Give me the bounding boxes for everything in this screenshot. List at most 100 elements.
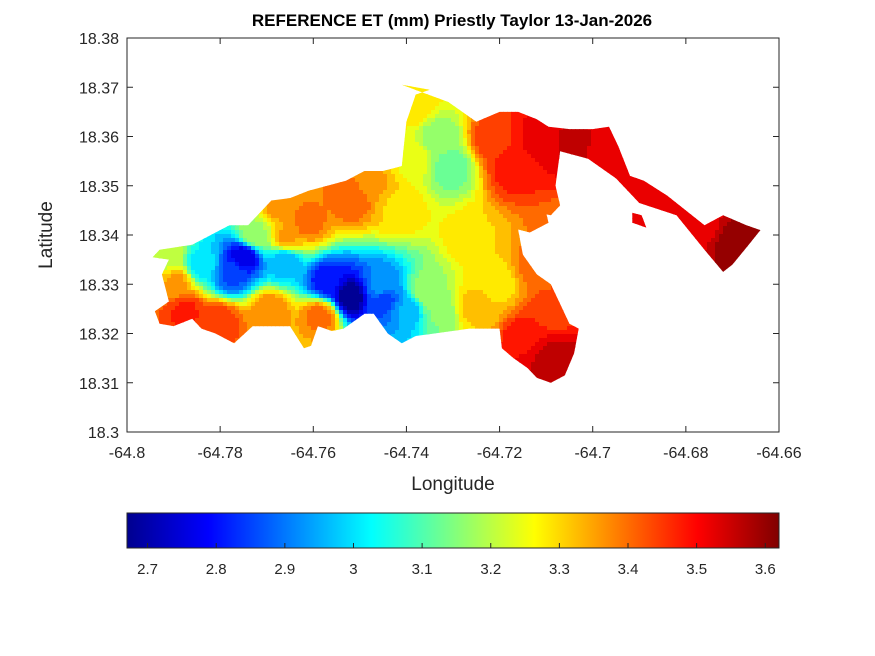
- et-cell: [519, 134, 524, 139]
- et-cell: [435, 138, 440, 143]
- et-cell: [515, 122, 520, 127]
- et-cell: [551, 146, 556, 151]
- et-cell: [407, 118, 412, 123]
- et-cell: [579, 142, 584, 147]
- et-cell: [411, 146, 416, 151]
- et-cell: [559, 130, 564, 135]
- et-cell: [427, 118, 432, 123]
- et-cell: [587, 146, 592, 151]
- et-cell: [455, 134, 460, 139]
- et-cell: [479, 154, 484, 159]
- et-cell: [523, 134, 528, 139]
- et-cell: [411, 130, 416, 135]
- et-cell: [435, 110, 440, 115]
- et-cell: [583, 138, 588, 143]
- et-cell: [475, 126, 480, 131]
- et-cell: [563, 138, 568, 143]
- et-cell: [455, 126, 460, 131]
- et-cell: [491, 134, 496, 139]
- et-cell: [431, 110, 436, 115]
- et-cell: [415, 154, 420, 159]
- et-cell: [455, 158, 460, 163]
- et-cell: [515, 146, 520, 151]
- et-cell: [611, 146, 616, 151]
- et-cell: [435, 150, 440, 155]
- et-cell: [423, 158, 428, 163]
- et-cell: [479, 130, 484, 135]
- et-cell: [427, 114, 432, 119]
- et-cell: [451, 146, 456, 151]
- et-cell: [427, 110, 432, 115]
- et-cell: [523, 154, 528, 159]
- et-cell: [507, 146, 512, 151]
- et-cell: [483, 126, 488, 131]
- et-cell: [459, 154, 464, 159]
- et-cell: [519, 122, 524, 127]
- et-cell: [463, 158, 468, 163]
- et-cell: [491, 138, 496, 143]
- et-cell: [431, 134, 436, 139]
- et-cell: [511, 138, 516, 143]
- et-cell: [543, 150, 548, 155]
- et-cell: [531, 146, 536, 151]
- et-cell: [507, 150, 512, 155]
- et-cell: [459, 118, 464, 123]
- et-cell: [587, 134, 592, 139]
- et-cell: [535, 122, 540, 127]
- et-cell: [507, 142, 512, 147]
- et-cell: [447, 110, 452, 115]
- et-cell: [507, 114, 512, 119]
- et-cell: [471, 146, 476, 151]
- et-cell: [603, 134, 608, 139]
- et-cell: [443, 154, 448, 159]
- et-cell: [467, 126, 472, 131]
- et-cell: [551, 154, 556, 159]
- et-cell: [511, 110, 516, 115]
- et-cell: [579, 138, 584, 143]
- et-cell: [499, 114, 504, 119]
- et-cell: [519, 146, 524, 151]
- et-cell: [419, 110, 424, 115]
- et-cell: [591, 130, 596, 135]
- et-cell: [407, 142, 412, 147]
- et-cell: [579, 146, 584, 151]
- et-cell: [423, 130, 428, 135]
- et-cell: [431, 146, 436, 151]
- et-cell: [403, 142, 408, 147]
- et-cell: [423, 134, 428, 139]
- et-cell: [487, 114, 492, 119]
- et-cell: [511, 158, 516, 163]
- et-cell: [483, 158, 488, 163]
- et-cell: [475, 130, 480, 135]
- et-cell: [599, 126, 604, 131]
- et-cell: [619, 154, 624, 159]
- et-cell: [523, 130, 528, 135]
- et-cell: [435, 102, 440, 107]
- et-cell: [523, 158, 528, 163]
- et-cell: [407, 154, 412, 159]
- et-cell: [439, 110, 444, 115]
- et-cell: [559, 126, 564, 131]
- et-cell: [539, 138, 544, 143]
- et-cell: [547, 126, 552, 131]
- et-cell: [515, 134, 520, 139]
- et-cell: [471, 118, 476, 123]
- et-cell: [475, 158, 480, 163]
- et-cell: [447, 118, 452, 123]
- et-cell: [443, 158, 448, 163]
- et-cell: [527, 122, 532, 127]
- et-cell: [435, 126, 440, 131]
- et-cell: [447, 122, 452, 127]
- et-cell: [471, 142, 476, 147]
- et-cell: [447, 126, 452, 131]
- et-cell: [535, 142, 540, 147]
- et-cell: [443, 118, 448, 123]
- et-cell: [415, 122, 420, 127]
- et-cell: [451, 106, 456, 111]
- et-cell: [507, 154, 512, 159]
- et-cell: [527, 154, 532, 159]
- et-cell: [479, 138, 484, 143]
- et-cell: [439, 138, 444, 143]
- et-cell: [435, 122, 440, 127]
- et-cell: [607, 138, 612, 143]
